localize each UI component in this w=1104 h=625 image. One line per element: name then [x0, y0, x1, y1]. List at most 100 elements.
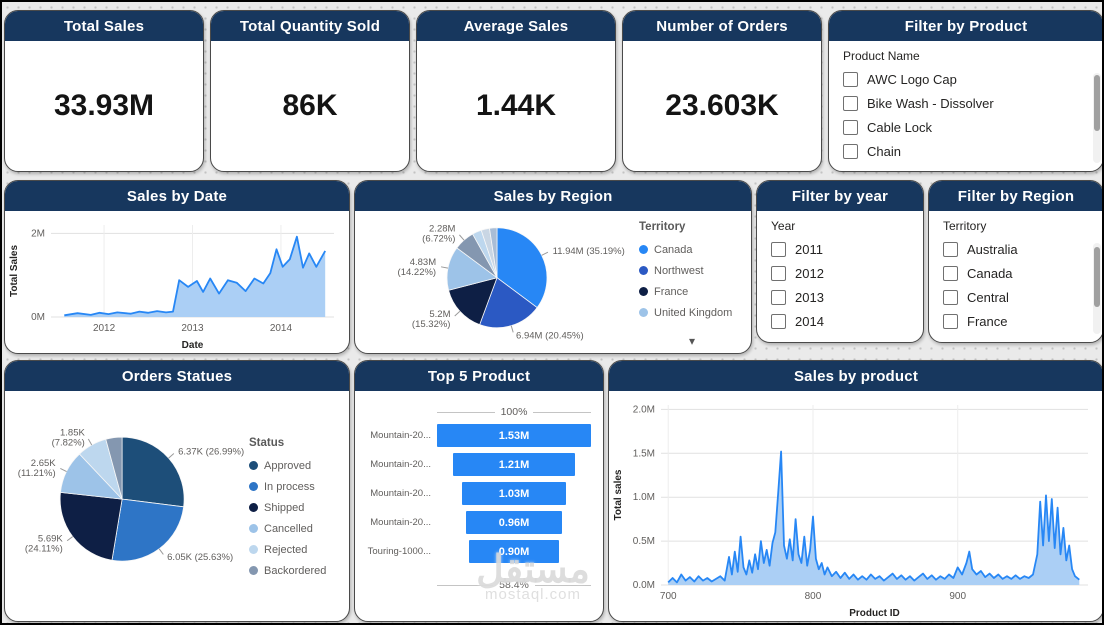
checkbox[interactable]	[771, 314, 786, 329]
funnel-category-label: Mountain-20...	[370, 517, 431, 528]
checkbox-label: Canada	[967, 266, 1013, 281]
checkbox-option[interactable]: 2014	[771, 314, 909, 329]
filter-product-scrollbar[interactable]	[1093, 73, 1101, 163]
card-sales-by-product: Sales by product 0.0M 0.5M 1.0M 1.5M 2.0M 700…	[608, 360, 1102, 622]
funnel-bar[interactable]: 1.53M	[437, 424, 591, 447]
svg-text:6.94M (20.45%): 6.94M (20.45%)	[516, 330, 584, 341]
top5-product-funnel[interactable]: 100% Mountain-20... 1.53M Mountain-20... 1.2…	[355, 391, 603, 621]
sales-by-date-title: Sales by Date	[5, 181, 349, 211]
checkbox-option[interactable]: Bike Wash - Dissolver	[843, 96, 1089, 111]
checkbox-option[interactable]: 2012	[771, 266, 909, 281]
filter-product-options: AWC Logo Cap Bike Wash - Dissolver Cable L…	[843, 72, 1089, 159]
legend-item[interactable]: Cancelled	[249, 523, 343, 535]
checkbox[interactable]	[843, 96, 858, 111]
svg-text:5.69K(24.11%): 5.69K (24.11%)	[25, 534, 64, 555]
legend-color-dot	[639, 287, 648, 296]
checkbox-option[interactable]: 2013	[771, 290, 909, 305]
total-quantity-value: 86K	[282, 89, 338, 122]
funnel-bar[interactable]: 1.03M	[462, 482, 566, 505]
legend-item[interactable]: Approved	[249, 460, 343, 472]
legend-item[interactable]: Rejected	[249, 544, 343, 556]
legend-color-dot	[639, 266, 648, 275]
funnel-bar-row[interactable]: Touring-1000... 0.90M	[361, 540, 591, 563]
svg-text:2M: 2M	[31, 228, 45, 239]
scrollbar-thumb[interactable]	[1094, 75, 1100, 131]
sales-by-date-chart[interactable]: 0M 2M 2012 2013 2014 Total Sales Date	[5, 211, 349, 353]
checkbox[interactable]	[943, 242, 958, 257]
checkbox-option[interactable]: Australia	[943, 242, 1089, 257]
svg-text:5.2M(15.32%): 5.2M (15.32%)	[412, 309, 451, 330]
funnel-bar[interactable]: 0.90M	[469, 540, 559, 563]
funnel-bar[interactable]: 1.21M	[453, 453, 575, 476]
average-sales-value: 1.44K	[475, 89, 557, 122]
orders-statues-legend: Status Approved In process Shipped Cancelled…	[249, 391, 349, 621]
card-average-sales: Average Sales 1.44K	[416, 10, 616, 172]
card-total-sales: Total Sales 33.93M	[4, 10, 204, 172]
funnel-bar[interactable]: 0.96M	[465, 511, 563, 534]
checkbox[interactable]	[943, 266, 958, 281]
checkbox-option[interactable]: France	[943, 314, 1089, 329]
filter-product-title: Filter by Product	[829, 11, 1102, 41]
filter-region-scrollbar[interactable]	[1093, 243, 1101, 334]
filter-product-body: Product Name AWC Logo Cap Bike Wash - Dis…	[829, 41, 1102, 171]
svg-text:4.83M(14.22%): 4.83M (14.22%)	[398, 257, 437, 278]
checkbox-label: 2013	[795, 290, 824, 305]
checkbox-label: Central	[967, 290, 1009, 305]
funnel-bar-value: 0.90M	[498, 545, 530, 558]
checkbox-option[interactable]: AWC Logo Cap	[843, 72, 1089, 87]
filter-year-title: Filter by year	[757, 181, 923, 211]
scrollbar-thumb[interactable]	[1094, 247, 1100, 307]
funnel-bar-row[interactable]: Mountain-20... 1.21M	[361, 453, 591, 476]
funnel-bar-row[interactable]: Mountain-20... 1.53M	[361, 424, 591, 447]
checkbox-label: Bike Wash - Dissolver	[867, 96, 994, 111]
legend-item[interactable]: France	[639, 286, 745, 298]
card-filter-product: Filter by Product Product Name AWC Logo …	[828, 10, 1102, 172]
legend-item[interactable]: In process	[249, 481, 343, 493]
legend-item[interactable]: Shipped	[249, 502, 343, 514]
svg-text:0.0M: 0.0M	[633, 580, 655, 591]
legend-color-dot	[639, 245, 648, 254]
legend-item[interactable]: United Kingdom	[639, 307, 745, 319]
checkbox[interactable]	[943, 290, 958, 305]
svg-text:900: 900	[949, 591, 966, 602]
svg-text:Total Sales: Total Sales	[9, 245, 20, 297]
funnel-bar-row[interactable]: Mountain-20... 1.03M	[361, 482, 591, 505]
sales-by-product-chart[interactable]: 0.0M 0.5M 1.0M 1.5M 2.0M 700 800 900 Total sales…	[609, 391, 1102, 621]
svg-text:800: 800	[805, 591, 822, 602]
number-of-orders-title: Number of Orders	[623, 11, 821, 41]
svg-text:Product ID: Product ID	[849, 608, 900, 619]
filter-region-options: Australia Canada Central France	[943, 242, 1089, 329]
legend-title: Territory	[639, 221, 686, 233]
legend-item[interactable]: Canada	[639, 244, 745, 256]
funnel-bar-row[interactable]: Mountain-20... 0.96M	[361, 511, 591, 534]
orders-statues-title: Orders Statues	[5, 361, 349, 391]
checkbox[interactable]	[843, 120, 858, 135]
filter-region-field-label: Territory	[943, 219, 987, 233]
legend-item[interactable]: Backordered	[249, 565, 343, 577]
checkbox-option[interactable]: Canada	[943, 266, 1089, 281]
svg-text:0M: 0M	[31, 312, 45, 323]
legend-color-dot	[249, 503, 258, 512]
chevron-down-icon[interactable]: ▾	[688, 334, 696, 348]
checkbox[interactable]	[771, 290, 786, 305]
sales-by-region-pie[interactable]: 11.94M (35.19%) 6.94M (20.45%) 5.2M (15.32%…	[355, 211, 639, 353]
legend-item-label: Canada	[654, 243, 693, 256]
legend-item[interactable]: Northwest	[639, 265, 745, 277]
checkbox-label: AWC Logo Cap	[867, 72, 957, 87]
orders-statues-pie[interactable]: 6.37K (26.99%) 6.05K (25.63%) 5.69K (24.11%…	[5, 391, 249, 621]
checkbox-option[interactable]: 2011	[771, 242, 909, 257]
checkbox[interactable]	[771, 242, 786, 257]
funnel-category-label: Mountain-20...	[370, 430, 431, 441]
legend-color-dot	[249, 566, 258, 575]
svg-text:2013: 2013	[181, 323, 204, 334]
checkbox[interactable]	[771, 266, 786, 281]
checkbox-option[interactable]: Chain	[843, 144, 1089, 159]
checkbox[interactable]	[843, 144, 858, 159]
funnel-bar-value: 1.53M	[498, 429, 530, 442]
checkbox[interactable]	[843, 72, 858, 87]
checkbox[interactable]	[943, 314, 958, 329]
checkbox-option[interactable]: Cable Lock	[843, 120, 1089, 135]
card-sales-by-date: Sales by Date 0M 2M 2012 2013 2014 Total Sale…	[4, 180, 350, 354]
card-number-of-orders: Number of Orders 23.603K	[622, 10, 822, 172]
checkbox-option[interactable]: Central	[943, 290, 1089, 305]
